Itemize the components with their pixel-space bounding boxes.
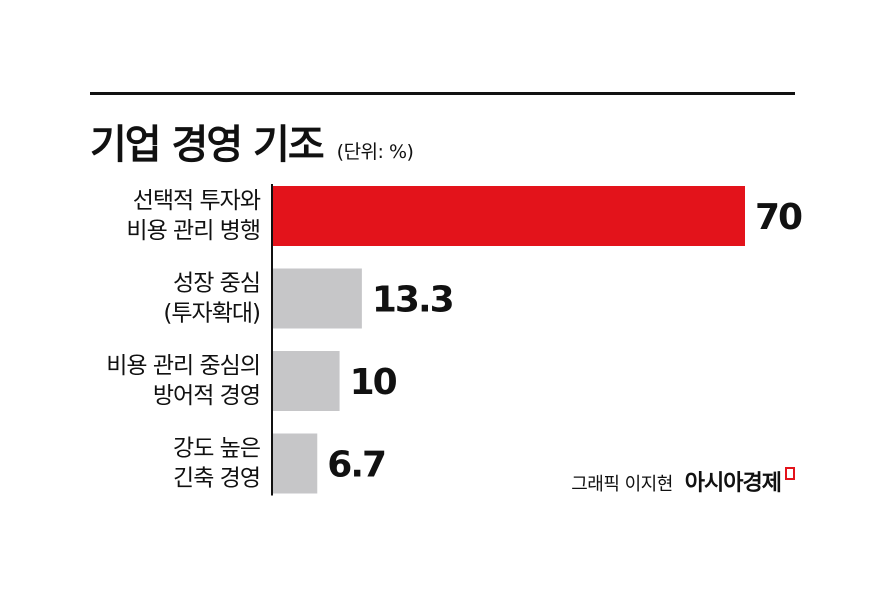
bar-3 xyxy=(272,351,340,411)
category-label-1-line-1: 선택적 투자와 xyxy=(133,188,261,214)
category-label-4-line-1: 강도 높은 xyxy=(173,436,260,462)
bar-1 xyxy=(272,186,745,246)
credit-text: 그래픽 이지현 xyxy=(571,474,673,495)
category-label-2-line-2: (투자확대) xyxy=(163,301,260,327)
bar-4 xyxy=(272,433,318,494)
value-label-1: 70 xyxy=(755,197,802,238)
title-block: 기업 경영 기조 (단위: %) xyxy=(90,112,414,170)
value-label-4: 6.7 xyxy=(327,445,385,486)
publisher-logo-mark xyxy=(785,467,795,480)
top-rule xyxy=(90,92,795,95)
value-label-3: 10 xyxy=(350,362,397,403)
category-label-3-line-2: 방어적 경영 xyxy=(153,383,260,409)
category-label-2: 성장 중심 (투자확대) xyxy=(163,271,260,327)
value-label-2: 13.3 xyxy=(372,280,453,321)
category-label-3-line-1: 비용 관리 중심의 xyxy=(106,353,260,379)
unit-label: (단위: %) xyxy=(336,141,414,163)
category-label-2-line-1: 성장 중심 xyxy=(173,271,260,297)
chart-title: 기업 경영 기조 xyxy=(90,122,325,168)
category-label-1-line-2: 비용 관리 병행 xyxy=(126,218,260,244)
category-label-4-line-2: 긴축 경영 xyxy=(173,466,260,492)
bar-2 xyxy=(272,268,362,329)
publisher-name: 아시아경제 xyxy=(684,471,782,496)
credit-block: 그래픽 이지현 아시아경제 xyxy=(571,465,795,497)
